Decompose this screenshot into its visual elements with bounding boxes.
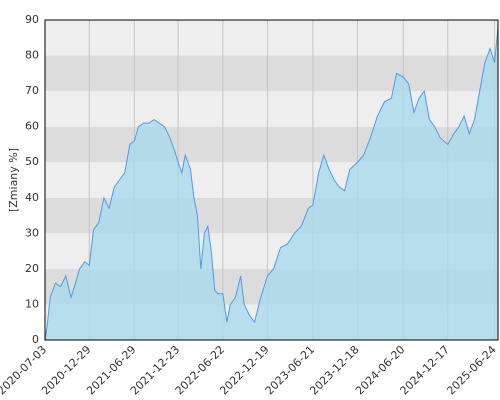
y-tick-label: 10 <box>25 297 39 310</box>
y-tick-label: 30 <box>25 226 39 239</box>
y-tick-label: 80 <box>25 49 39 62</box>
x-tick-label: 2025-06-24 <box>444 343 498 397</box>
y-tick-label: 0 <box>32 333 39 346</box>
y-tick-label: 90 <box>25 13 39 26</box>
plot-frame <box>44 19 499 341</box>
area <box>45 27 498 340</box>
line <box>44 27 499 341</box>
y-tick-label: 60 <box>25 120 39 133</box>
y-tick-label: 40 <box>25 191 39 204</box>
y-tick-label: 50 <box>25 155 39 168</box>
y-tick-label: 20 <box>25 262 39 275</box>
background-band <box>45 55 498 92</box>
y-axis-label: [Zmiany %] <box>7 148 20 212</box>
y-tick-label: 70 <box>25 84 39 97</box>
background-band <box>45 20 498 56</box>
